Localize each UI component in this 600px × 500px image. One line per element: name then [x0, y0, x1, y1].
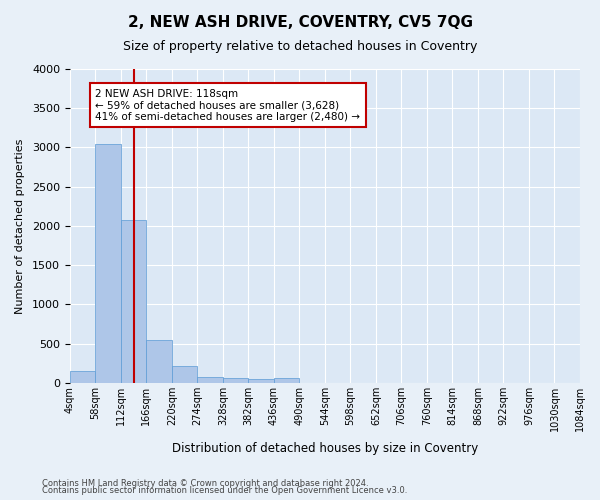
Y-axis label: Number of detached properties: Number of detached properties: [15, 138, 25, 314]
Text: Contains HM Land Registry data © Crown copyright and database right 2024.: Contains HM Land Registry data © Crown c…: [42, 478, 368, 488]
Text: 2, NEW ASH DRIVE, COVENTRY, CV5 7QG: 2, NEW ASH DRIVE, COVENTRY, CV5 7QG: [128, 15, 473, 30]
Bar: [248, 379, 274, 383]
Bar: [172, 366, 197, 383]
Text: 2 NEW ASH DRIVE: 118sqm
← 59% of detached houses are smaller (3,628)
41% of semi: 2 NEW ASH DRIVE: 118sqm ← 59% of detache…: [95, 88, 361, 122]
X-axis label: Distribution of detached houses by size in Coventry: Distribution of detached houses by size …: [172, 442, 478, 455]
Bar: [223, 378, 248, 383]
Text: Size of property relative to detached houses in Coventry: Size of property relative to detached ho…: [123, 40, 477, 53]
Bar: [274, 378, 299, 383]
Bar: [121, 220, 146, 383]
Text: Contains public sector information licensed under the Open Government Licence v3: Contains public sector information licen…: [42, 486, 407, 495]
Bar: [197, 376, 223, 383]
Bar: [146, 340, 172, 383]
Bar: [70, 371, 95, 383]
Bar: [95, 144, 121, 383]
